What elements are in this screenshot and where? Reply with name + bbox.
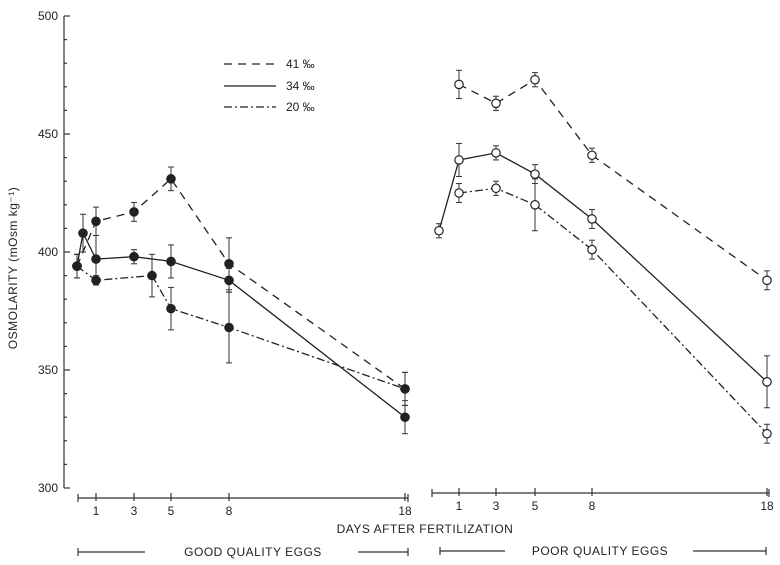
- data-point: [454, 79, 464, 90]
- panel-name-poor: POOR QUALITY EGGS: [532, 544, 668, 558]
- x-tick-label: 5: [168, 504, 175, 518]
- data-point: [530, 169, 540, 179]
- y-tick-label: 400: [38, 245, 58, 259]
- panel-label-poor: POOR QUALITY EGGS: [439, 544, 767, 558]
- data-point: [400, 412, 410, 422]
- data-point: [166, 174, 176, 184]
- series-line-dashed: [76, 177, 406, 390]
- data-point: [129, 207, 139, 217]
- x-axis-label: DAYS AFTER FERTILIZATION: [337, 522, 514, 536]
- data-point: [400, 384, 410, 394]
- x-tick-label: 1: [456, 499, 463, 513]
- series-line-dashed: [458, 78, 768, 281]
- data-point: [530, 74, 540, 85]
- x-tick-label: 5: [532, 499, 539, 513]
- data-point: [762, 376, 772, 387]
- y-tick-label: 300: [38, 481, 58, 495]
- data-point: [224, 322, 234, 333]
- series-line-solid: [76, 231, 406, 418]
- legend: 41 ‰ 34 ‰ 20 ‰: [224, 57, 315, 114]
- series-line-solid: [438, 152, 768, 383]
- data-point: [587, 214, 597, 224]
- y-axis-label: OSMOLARITY (mOsm kg⁻¹): [6, 187, 20, 349]
- legend-label-34: 34 ‰: [286, 79, 315, 93]
- data-point: [72, 261, 82, 271]
- data-point: [434, 225, 444, 236]
- data-point: [91, 216, 101, 227]
- data-point: [91, 254, 101, 264]
- x-tick-label: 18: [398, 504, 412, 518]
- y-tick-label: 450: [38, 127, 58, 141]
- data-point: [166, 303, 176, 314]
- x-tick-label: 18: [760, 499, 774, 513]
- data-point: [762, 428, 772, 439]
- data-point: [454, 188, 464, 198]
- x-tick-label: 3: [493, 499, 500, 513]
- data-point: [91, 275, 101, 286]
- data-point: [147, 270, 157, 281]
- series-line-dash-dot: [458, 187, 768, 435]
- data-point: [587, 150, 597, 161]
- data-point: [491, 183, 501, 194]
- x-tick-label: 8: [226, 504, 233, 518]
- data-point: [78, 228, 88, 238]
- data-point: [530, 200, 540, 210]
- data-point: [491, 98, 501, 109]
- data-point: [491, 148, 501, 158]
- x-tick-label: 8: [589, 499, 596, 513]
- panel-name-good: GOOD QUALITY EGGS: [184, 545, 322, 559]
- data-point: [129, 251, 139, 262]
- series-layer: [76, 78, 768, 435]
- data-point: [587, 244, 597, 255]
- panel-label-good: GOOD QUALITY EGGS: [77, 545, 409, 559]
- data-point: [762, 275, 772, 286]
- series-line-dash-dot: [76, 265, 406, 390]
- y-tick-label: 350: [38, 363, 58, 377]
- y-tick-label: 500: [38, 9, 58, 23]
- data-point: [224, 275, 234, 286]
- data-point: [454, 155, 464, 165]
- data-point: [224, 258, 234, 269]
- x-tick-label: 1: [93, 504, 100, 518]
- x-tick-label: 3: [131, 504, 138, 518]
- legend-label-41: 41 ‰: [286, 57, 315, 71]
- marker-layer: [72, 69, 772, 444]
- axes-layer: 300 350 400 450 500 1 3 5 8 18 1 3 5 8 18: [38, 9, 774, 518]
- data-point: [166, 256, 176, 267]
- legend-label-20: 20 ‰: [286, 100, 315, 114]
